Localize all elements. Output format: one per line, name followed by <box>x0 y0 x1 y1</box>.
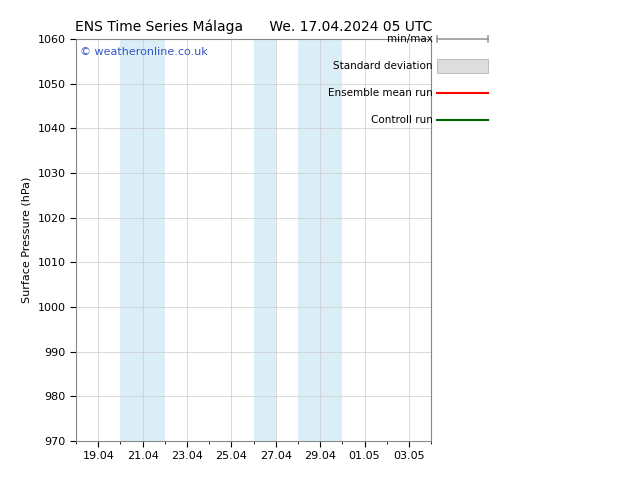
Title: ENS Time Series Málaga      We. 17.04.2024 05 UTC: ENS Time Series Málaga We. 17.04.2024 05… <box>75 20 432 34</box>
Y-axis label: Surface Pressure (hPa): Surface Pressure (hPa) <box>22 177 32 303</box>
Text: Standard deviation: Standard deviation <box>333 61 432 71</box>
Bar <box>120 39 165 441</box>
Text: Ensemble mean run: Ensemble mean run <box>328 88 432 98</box>
Bar <box>254 39 276 441</box>
Text: Controll run: Controll run <box>370 115 432 125</box>
Bar <box>298 39 342 441</box>
Text: © weatheronline.co.uk: © weatheronline.co.uk <box>80 47 207 57</box>
Text: min/max: min/max <box>387 34 432 44</box>
